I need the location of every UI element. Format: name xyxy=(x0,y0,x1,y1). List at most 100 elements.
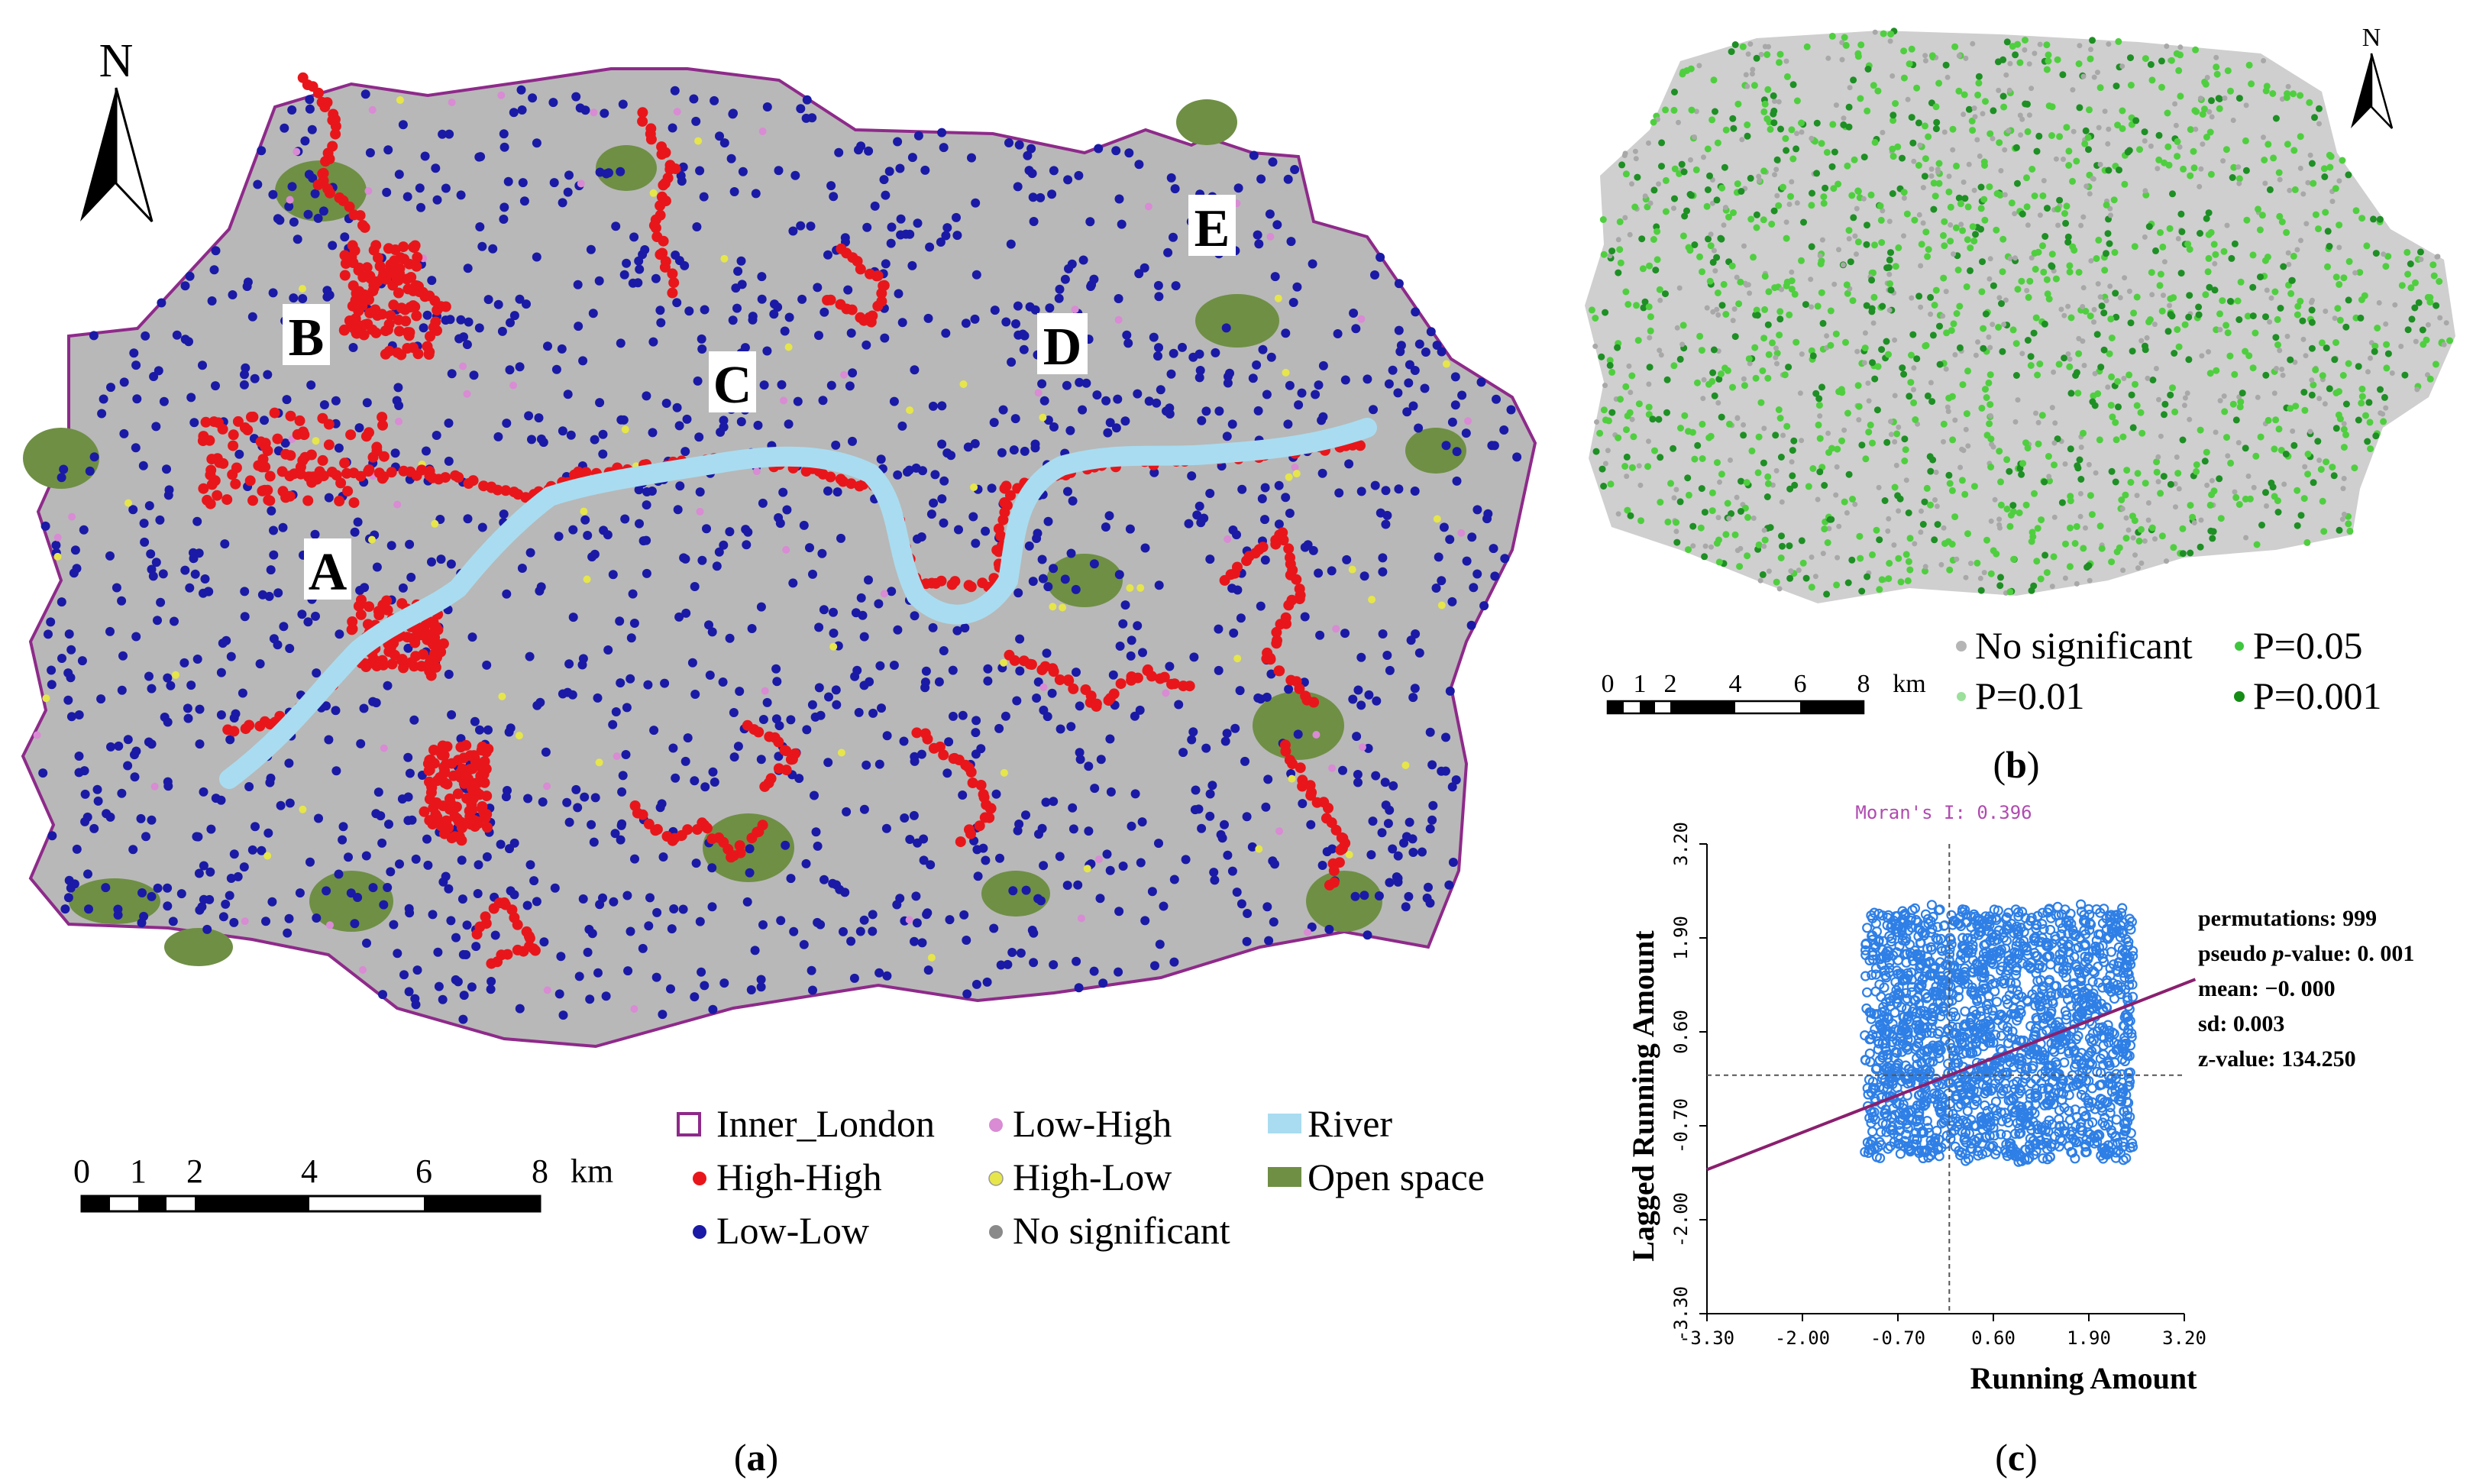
significant-point xyxy=(2054,205,2061,213)
significant-point xyxy=(2056,196,2064,204)
low-low-point xyxy=(63,695,73,705)
significant-point xyxy=(2007,512,2015,519)
significant-point xyxy=(2190,164,2198,172)
low-low-point xyxy=(163,781,173,791)
significant-point xyxy=(2187,126,2194,134)
significant-point xyxy=(2264,416,2272,424)
low-low-point xyxy=(353,517,363,527)
high-low-point xyxy=(1433,515,1441,523)
significant-point xyxy=(2195,303,2203,311)
area-label-c: C xyxy=(709,351,756,415)
significant-point xyxy=(1892,263,1899,270)
significant-point xyxy=(1750,254,1757,261)
significant-point xyxy=(1948,327,1955,335)
significant-point xyxy=(2257,273,2264,281)
low-low-point xyxy=(623,966,633,976)
low-low-point xyxy=(328,241,338,251)
low-low-point xyxy=(564,659,574,669)
non-significant-point xyxy=(2184,390,2190,396)
low-low-point xyxy=(1434,552,1443,562)
low-low-point xyxy=(158,569,168,579)
low-low-point xyxy=(667,924,677,934)
high-high-point xyxy=(221,494,233,506)
significant-point xyxy=(1842,41,1850,49)
non-significant-point xyxy=(1835,554,1841,561)
low-low-point xyxy=(669,904,679,913)
low-low-point xyxy=(1071,584,1081,594)
low-low-point xyxy=(46,617,56,627)
low-low-point xyxy=(117,596,127,606)
low-low-point xyxy=(506,886,516,896)
high-high-point xyxy=(967,778,978,788)
high-high-point xyxy=(486,958,497,969)
low-low-point xyxy=(427,276,437,286)
high-low-point xyxy=(1282,368,1290,377)
non-significant-point xyxy=(2204,482,2210,488)
significant-point xyxy=(1639,265,1647,273)
high-high-point xyxy=(382,604,393,616)
significant-point xyxy=(1679,70,1686,78)
non-significant-point xyxy=(1880,208,1886,214)
significant-point xyxy=(1615,434,1622,441)
significant-point xyxy=(1789,155,1797,163)
low-low-point xyxy=(280,438,290,448)
low-low-point xyxy=(958,710,968,720)
significant-point xyxy=(2087,492,2094,500)
significant-point xyxy=(2148,524,2156,532)
significant-point xyxy=(2179,550,2187,558)
significant-point xyxy=(1812,390,1820,397)
low-low-point xyxy=(796,104,806,114)
non-significant-point xyxy=(1766,44,1771,50)
low-low-point xyxy=(475,222,485,231)
significant-point xyxy=(1706,172,1713,179)
low-low-point xyxy=(1220,736,1230,746)
low-low-point xyxy=(1490,571,1500,581)
significant-point xyxy=(2237,278,2245,286)
significant-point xyxy=(2304,470,2312,478)
low-low-point xyxy=(444,884,454,894)
low-low-point xyxy=(362,938,371,948)
non-significant-point xyxy=(2032,50,2038,57)
low-low-point xyxy=(789,926,799,936)
low-low-point xyxy=(105,812,115,822)
significant-point xyxy=(1983,394,1990,401)
low-low-point xyxy=(1256,601,1266,611)
low-low-point xyxy=(361,851,371,861)
significant-point xyxy=(1954,267,1962,273)
non-significant-point xyxy=(1866,398,1872,404)
low-low-point xyxy=(80,789,90,799)
low-low-point xyxy=(1472,505,1482,515)
low-low-point xyxy=(618,771,628,781)
significant-point xyxy=(2342,323,2350,331)
high-high-point xyxy=(1278,535,1289,546)
significant-point xyxy=(1921,173,1928,180)
significant-point xyxy=(2175,343,2183,351)
significant-point xyxy=(1869,439,1876,447)
high-high-point xyxy=(637,809,648,820)
significant-point xyxy=(1861,344,1869,352)
low-low-point xyxy=(1147,887,1157,897)
low-low-point xyxy=(903,467,912,477)
low-low-point xyxy=(649,726,659,736)
low-low-point xyxy=(314,813,323,823)
significant-point xyxy=(2365,399,2373,406)
significant-point xyxy=(1897,578,1905,586)
low-low-point xyxy=(1483,509,1493,519)
low-low-point xyxy=(671,773,680,783)
low-low-point xyxy=(616,338,626,348)
high-high-point xyxy=(319,102,331,112)
y-tick-label: 3.20 xyxy=(1670,822,1692,866)
high-high-point xyxy=(1184,681,1195,692)
legend-item-high-high: High-High xyxy=(693,1156,882,1198)
high-high-point xyxy=(464,750,476,761)
low-low-point xyxy=(1314,380,1324,390)
significant-point xyxy=(1999,56,2007,63)
significant-point xyxy=(2301,406,2309,414)
high-high-point xyxy=(338,324,350,335)
low-low-point xyxy=(1033,677,1043,687)
low-low-point xyxy=(1115,642,1125,651)
significant-point xyxy=(2274,497,2281,505)
low-low-point xyxy=(509,108,519,118)
low-low-point xyxy=(875,661,885,671)
low-low-point xyxy=(750,946,760,955)
